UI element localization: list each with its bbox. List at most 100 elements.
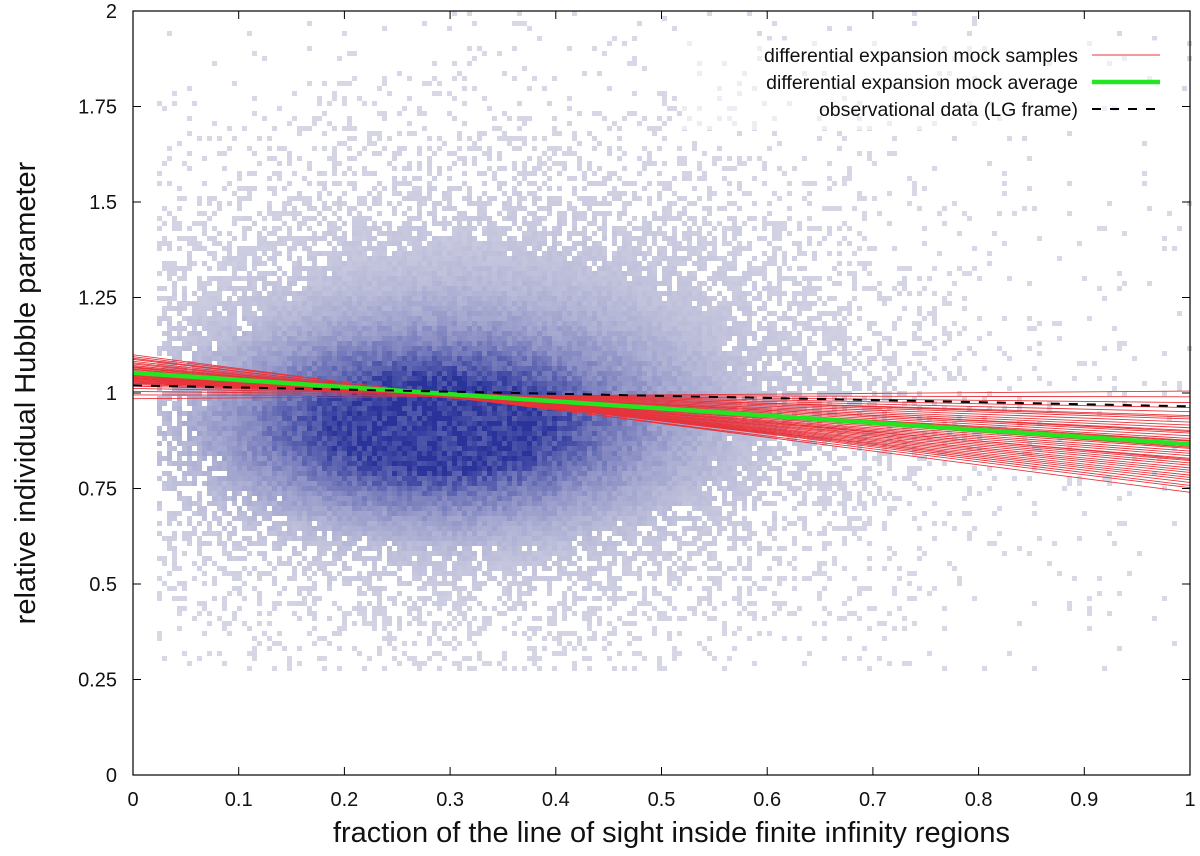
density-cell <box>487 316 492 321</box>
density-cell <box>682 301 687 306</box>
density-cell <box>517 11 522 16</box>
density-cell <box>642 316 647 321</box>
density-cell <box>467 316 472 321</box>
density-cell <box>437 91 442 96</box>
density-cell <box>417 266 422 271</box>
density-cell <box>442 341 447 346</box>
density-cell <box>652 336 657 341</box>
density-cell <box>442 291 447 296</box>
density-cell <box>932 166 937 171</box>
density-cell <box>412 331 417 336</box>
density-cell <box>397 381 402 386</box>
density-cell <box>157 316 162 321</box>
density-cell <box>552 361 557 366</box>
density-cell <box>572 131 577 136</box>
density-cell <box>472 306 477 311</box>
density-cell <box>557 196 562 201</box>
density-cell <box>387 136 392 141</box>
density-cell <box>592 286 597 291</box>
density-cell <box>502 296 507 301</box>
density-cell <box>252 296 257 301</box>
density-cell <box>492 251 497 256</box>
density-cell <box>417 106 422 111</box>
density-cell <box>547 286 552 291</box>
density-cell <box>777 381 782 386</box>
density-cell <box>422 376 427 381</box>
density-cell <box>187 166 192 171</box>
density-cell <box>272 366 277 371</box>
density-cell <box>367 371 372 376</box>
density-cell <box>672 201 677 206</box>
density-cell <box>952 201 957 206</box>
density-cell <box>792 301 797 306</box>
density-cell <box>727 241 732 246</box>
density-cell <box>417 246 422 251</box>
density-cell <box>542 86 547 91</box>
density-cell <box>712 381 717 386</box>
density-cell <box>667 346 672 351</box>
density-cell <box>182 291 187 296</box>
density-cell <box>312 236 317 241</box>
density-cell <box>642 346 647 351</box>
density-cell <box>687 366 692 371</box>
density-cell <box>582 231 587 236</box>
density-cell <box>942 366 947 371</box>
density-cell <box>652 286 657 291</box>
density-cell <box>172 91 177 96</box>
density-cell <box>587 346 592 351</box>
density-cell <box>477 356 482 361</box>
density-cell <box>427 331 432 336</box>
density-cell <box>617 261 622 266</box>
density-cell <box>642 361 647 366</box>
density-cell <box>712 356 717 361</box>
density-cell <box>617 211 622 216</box>
density-cell <box>592 246 597 251</box>
density-cell <box>907 176 912 181</box>
density-cell <box>397 241 402 246</box>
density-cell <box>432 296 437 301</box>
density-cell <box>707 206 712 211</box>
density-cell <box>507 311 512 316</box>
density-cell <box>412 341 417 346</box>
density-cell <box>312 206 317 211</box>
density-cell <box>727 276 732 281</box>
density-cell <box>392 351 397 356</box>
density-cell <box>607 381 612 386</box>
density-cell <box>487 301 492 306</box>
density-cell <box>437 296 442 301</box>
density-cell <box>597 211 602 216</box>
density-cell <box>272 256 277 261</box>
density-cell <box>192 236 197 241</box>
density-cell <box>827 366 832 371</box>
density-cell <box>202 286 207 291</box>
density-cell <box>342 276 347 281</box>
density-cell <box>302 196 307 201</box>
density-cell <box>292 171 297 176</box>
density-cell <box>777 331 782 336</box>
density-cell <box>177 236 182 241</box>
density-cell <box>442 286 447 291</box>
density-cell <box>562 336 567 341</box>
density-cell <box>497 156 502 161</box>
density-cell <box>547 251 552 256</box>
density-cell <box>622 321 627 326</box>
density-cell <box>552 316 557 321</box>
density-cell <box>347 211 352 216</box>
density-cell <box>647 291 652 296</box>
density-cell <box>732 291 737 296</box>
density-cell <box>617 176 622 181</box>
density-cell <box>427 271 432 276</box>
density-cell <box>307 196 312 201</box>
density-cell <box>447 91 452 96</box>
density-cell <box>437 336 442 341</box>
density-cell <box>277 346 282 351</box>
density-cell <box>162 261 167 266</box>
density-cell <box>227 241 232 246</box>
density-cell <box>527 156 532 161</box>
density-cell <box>772 311 777 316</box>
density-cell <box>662 96 667 101</box>
density-cell <box>552 201 557 206</box>
density-cell <box>967 31 972 36</box>
density-cell <box>387 326 392 331</box>
density-cell <box>287 351 292 356</box>
